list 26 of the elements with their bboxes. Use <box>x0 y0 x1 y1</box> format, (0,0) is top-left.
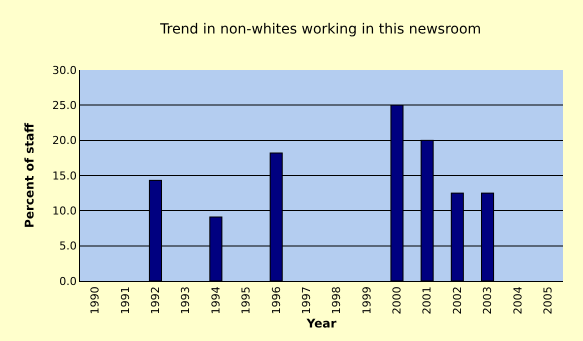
x-tick-label: 1993 <box>179 286 192 314</box>
y-tick-label: 30.0 <box>52 64 77 77</box>
y-tick-label: 15.0 <box>52 169 77 182</box>
y-tick-label: 5.0 <box>59 240 77 253</box>
x-tick-label: 2000 <box>390 286 404 314</box>
y-tick-label: 20.0 <box>52 134 77 148</box>
x-tick-label: 1997 <box>300 286 313 314</box>
x-tick-label: 2003 <box>481 286 494 314</box>
x-tick-label: 1995 <box>240 286 253 314</box>
x-tick-label: 2002 <box>450 286 464 314</box>
chart-title: Trend in non-whites working in this newsroom <box>159 22 482 38</box>
x-tick-label: 1992 <box>149 286 162 314</box>
y-tick-label: 25.0 <box>52 99 77 112</box>
x-axis-title: Year <box>306 316 336 330</box>
x-tick-label: 1991 <box>118 286 132 314</box>
x-tick-label: 1999 <box>360 286 374 314</box>
x-tick-label: 2001 <box>420 286 434 314</box>
y-tick-label: 0.0 <box>59 274 77 288</box>
x-tick-label: 2004 <box>511 286 524 314</box>
x-tick-label: 2005 <box>541 286 554 314</box>
x-tick-label: 1990 <box>88 286 102 314</box>
y-axis-title: Percent of staff <box>22 122 37 228</box>
x-tick-label: 1994 <box>209 286 222 314</box>
x-tick-label: 1996 <box>270 286 283 314</box>
x-tick-label: 1998 <box>330 286 344 314</box>
y-tick-label: 10.0 <box>52 204 77 218</box>
